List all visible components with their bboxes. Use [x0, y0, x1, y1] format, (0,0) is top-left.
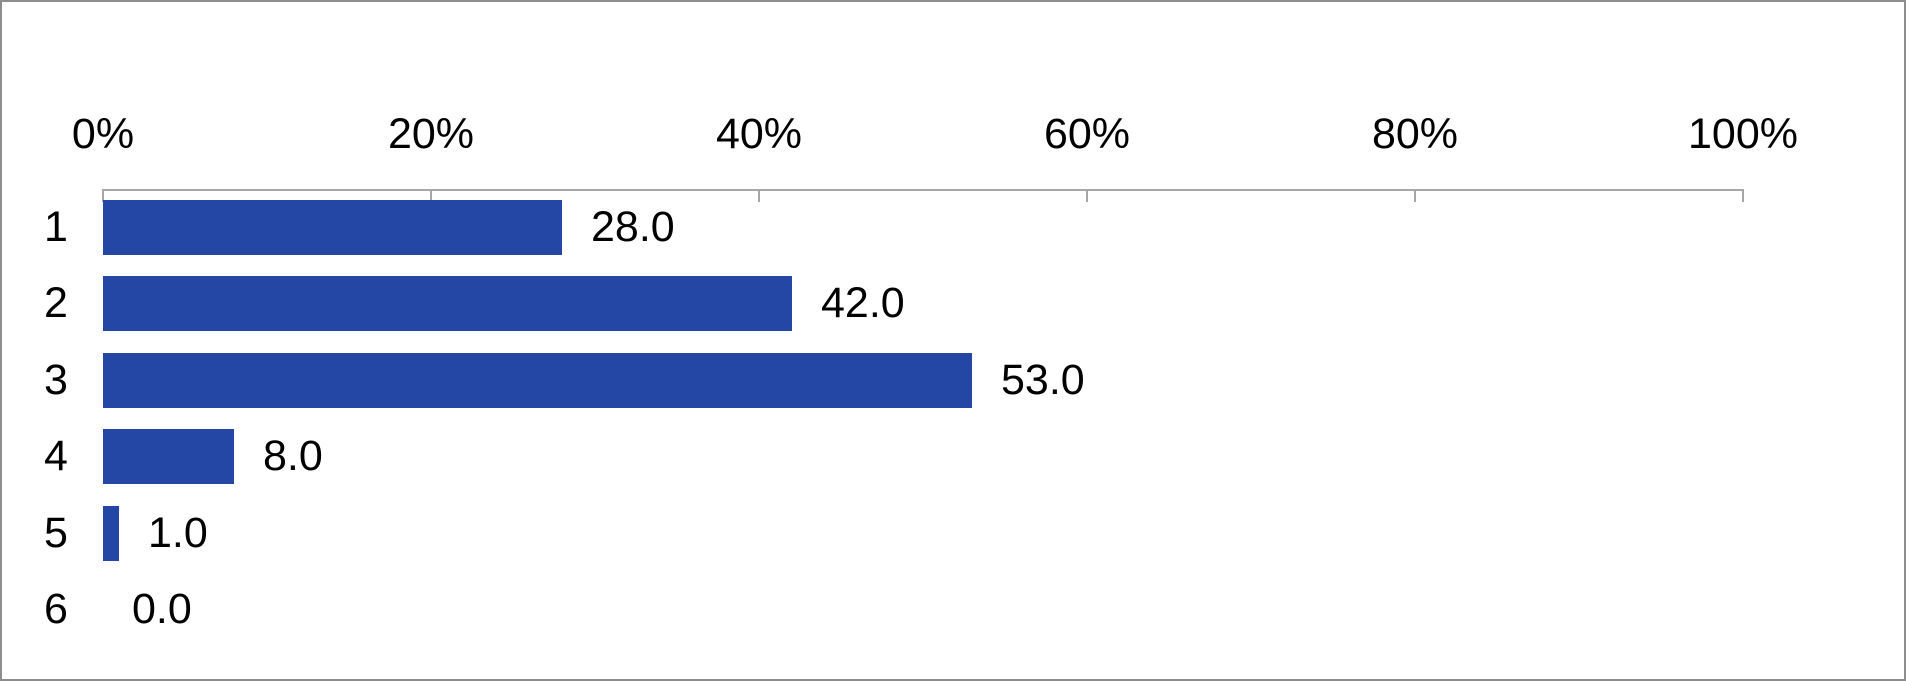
x-axis-tick — [1414, 189, 1416, 202]
x-axis-tick-label: 0% — [71, 110, 135, 158]
bar — [103, 429, 234, 484]
x-axis-tick — [430, 189, 432, 202]
x-axis-tick-label: 60% — [1043, 110, 1131, 158]
bar-value-label: 53.0 — [1001, 356, 1085, 404]
category-label: 5 — [44, 509, 68, 557]
bar-value-label: 42.0 — [821, 279, 905, 327]
x-axis-tick-label: 80% — [1371, 110, 1459, 158]
x-axis-tick — [758, 189, 760, 202]
category-label: 2 — [44, 279, 68, 327]
bar — [103, 200, 562, 255]
bar-value-label: 0.0 — [132, 585, 192, 633]
bar — [103, 353, 972, 408]
x-axis-tick — [1086, 189, 1088, 202]
bar — [103, 276, 792, 331]
category-label: 6 — [44, 585, 68, 633]
category-label: 3 — [44, 356, 68, 404]
category-label: 4 — [44, 432, 68, 480]
x-axis-tick-label: 100% — [1688, 110, 1798, 158]
bar-value-label: 28.0 — [591, 203, 675, 251]
category-label: 1 — [44, 203, 68, 251]
x-axis-tick — [1742, 189, 1744, 202]
bar-value-label: 8.0 — [263, 432, 323, 480]
x-axis-line — [102, 189, 1744, 191]
x-axis-tick-label: 20% — [387, 110, 475, 158]
bar-value-label: 1.0 — [148, 509, 208, 557]
x-axis-tick-label: 40% — [715, 110, 803, 158]
x-axis-tick — [102, 189, 104, 202]
bar — [103, 506, 119, 561]
